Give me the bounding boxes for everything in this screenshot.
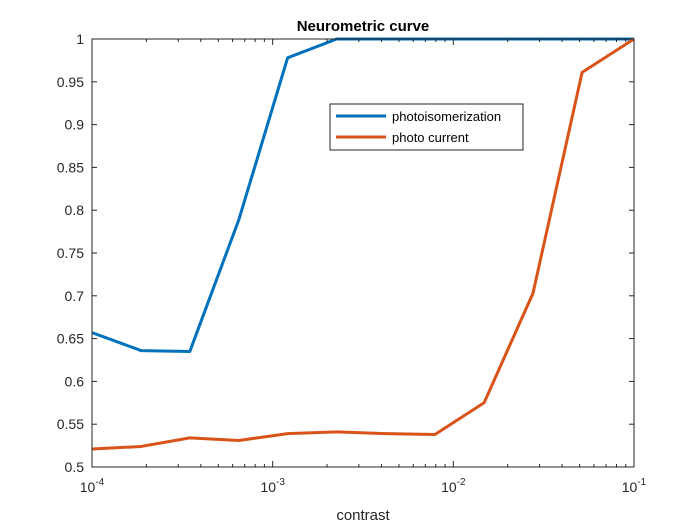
- y-tick-label: 0.7: [65, 288, 85, 304]
- y-tick-label: 0.5: [65, 459, 85, 475]
- legend: photoisomerization photo current: [329, 103, 524, 151]
- y-tick-label: 0.8: [65, 202, 85, 218]
- x-tick-label: 10-3: [260, 477, 285, 495]
- ticks-layer: 0.5 0.55 0.6 0.65 0.7 0.75 0.8 0.85 0.9 0.95 1 10-4…: [57, 31, 647, 495]
- series-line-photo-current: [91, 37, 635, 451]
- y-tick-label: 0.65: [57, 331, 84, 347]
- y-tick-label: 0.6: [65, 373, 85, 389]
- y-tick-label: 0.85: [57, 159, 84, 175]
- x-tick-label: 10-1: [622, 477, 647, 495]
- y-tick-label: 0.9: [65, 117, 85, 133]
- legend-label-photo-current: photo current: [392, 130, 469, 145]
- legend-label-photoisomerization: photoisomerization: [392, 109, 501, 124]
- legend-box: [329, 103, 524, 151]
- chart-title: Neurometric curve: [297, 18, 430, 35]
- x-tick-label: 10-4: [80, 477, 105, 495]
- y-tick-label: 0.75: [57, 245, 84, 261]
- plot-area: [92, 39, 634, 467]
- y-tick-label: 0.55: [57, 416, 84, 432]
- x-tick-label: 10-2: [441, 477, 466, 495]
- y-tick-label: 1: [76, 31, 84, 47]
- x-axis-label: contrast: [336, 507, 390, 524]
- y-tick-label: 0.95: [57, 74, 84, 90]
